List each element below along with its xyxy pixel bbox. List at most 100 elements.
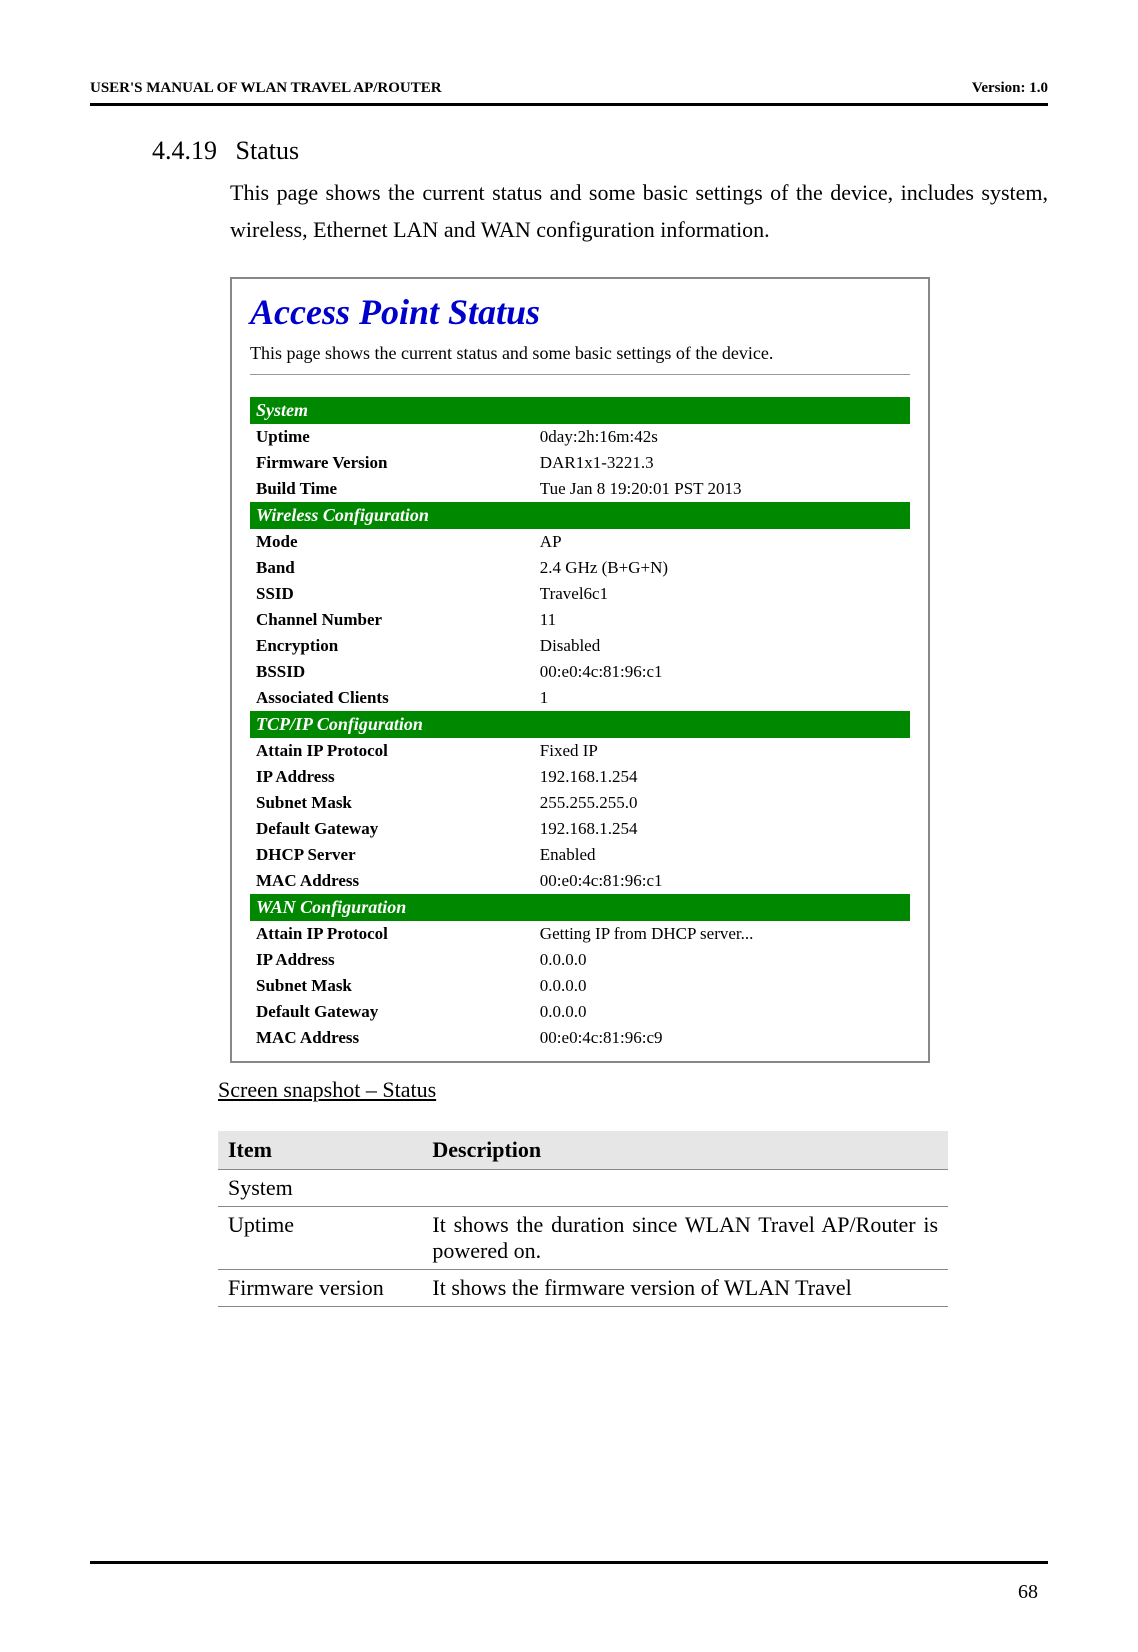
status-value: 00:e0:4c:81:96:c1 — [534, 868, 910, 894]
status-value: Fixed IP — [534, 738, 910, 764]
desc-header-desc: Description — [422, 1131, 948, 1170]
status-label: Build Time — [250, 476, 534, 502]
status-value: DAR1x1-3221.3 — [534, 450, 910, 476]
status-section-header-cell: WAN Configuration — [250, 894, 910, 921]
status-section-header: Wireless Configuration — [250, 502, 910, 529]
screenshot-caption: Screen snapshot – Status — [218, 1077, 1048, 1103]
status-value: 00:e0:4c:81:96:c1 — [534, 659, 910, 685]
status-value: 192.168.1.254 — [534, 764, 910, 790]
status-label: Subnet Mask — [250, 790, 534, 816]
page-header: USER'S MANUAL OF WLAN TRAVEL AP/ROUTER V… — [90, 80, 1048, 97]
status-value: 0.0.0.0 — [534, 973, 910, 999]
status-label: Default Gateway — [250, 816, 534, 842]
desc-text — [422, 1169, 948, 1206]
desc-text: It shows the duration since WLAN Travel … — [422, 1206, 948, 1269]
desc-header-item: Item — [218, 1131, 422, 1170]
status-label: Band — [250, 555, 534, 581]
status-row: Attain IP ProtocolGetting IP from DHCP s… — [250, 921, 910, 947]
status-row: IP Address192.168.1.254 — [250, 764, 910, 790]
status-value: 0.0.0.0 — [534, 947, 910, 973]
status-row: Default Gateway192.168.1.254 — [250, 816, 910, 842]
status-row: Subnet Mask255.255.255.0 — [250, 790, 910, 816]
status-value: Getting IP from DHCP server... — [534, 921, 910, 947]
page-number: 68 — [1018, 1581, 1038, 1604]
status-value: 11 — [534, 607, 910, 633]
section-title: Status — [236, 136, 300, 165]
screenshot-desc: This page shows the current status and s… — [250, 343, 910, 364]
screenshot-title: Access Point Status — [250, 291, 910, 333]
status-value: Enabled — [534, 842, 910, 868]
status-row: Band2.4 GHz (B+G+N) — [250, 555, 910, 581]
status-label: Channel Number — [250, 607, 534, 633]
status-label: IP Address — [250, 764, 534, 790]
status-value: AP — [534, 529, 910, 555]
status-row: Associated Clients1 — [250, 685, 910, 711]
status-value: 192.168.1.254 — [534, 816, 910, 842]
status-row: Attain IP ProtocolFixed IP — [250, 738, 910, 764]
status-value: Travel6c1 — [534, 581, 910, 607]
status-row: DHCP ServerEnabled — [250, 842, 910, 868]
status-label: MAC Address — [250, 868, 534, 894]
status-section-header: WAN Configuration — [250, 894, 910, 921]
status-row: Default Gateway0.0.0.0 — [250, 999, 910, 1025]
status-value: 0.0.0.0 — [534, 999, 910, 1025]
desc-row: UptimeIt shows the duration since WLAN T… — [218, 1206, 948, 1269]
status-label: Mode — [250, 529, 534, 555]
header-right: Version: 1.0 — [972, 80, 1048, 97]
screenshot-hr — [250, 374, 910, 375]
header-rule — [90, 103, 1048, 106]
status-value: 1 — [534, 685, 910, 711]
status-value: 0day:2h:16m:42s — [534, 424, 910, 450]
status-row: MAC Address00:e0:4c:81:96:c9 — [250, 1025, 910, 1051]
status-row: Firmware VersionDAR1x1-3221.3 — [250, 450, 910, 476]
status-label: Associated Clients — [250, 685, 534, 711]
status-label: Subnet Mask — [250, 973, 534, 999]
status-row: Channel Number11 — [250, 607, 910, 633]
status-row: MAC Address00:e0:4c:81:96:c1 — [250, 868, 910, 894]
status-row: Subnet Mask0.0.0.0 — [250, 973, 910, 999]
section-heading: 4.4.19 Status — [152, 136, 1048, 166]
status-section-header-cell: TCP/IP Configuration — [250, 711, 910, 738]
status-table: SystemUptime0day:2h:16m:42sFirmware Vers… — [250, 397, 910, 1051]
status-value: Tue Jan 8 19:20:01 PST 2013 — [534, 476, 910, 502]
status-label: SSID — [250, 581, 534, 607]
status-label: IP Address — [250, 947, 534, 973]
status-label: DHCP Server — [250, 842, 534, 868]
status-row: SSIDTravel6c1 — [250, 581, 910, 607]
status-label: Firmware Version — [250, 450, 534, 476]
section-number: 4.4.19 — [152, 136, 217, 166]
status-section-header-cell: Wireless Configuration — [250, 502, 910, 529]
status-section-header-cell: System — [250, 397, 910, 424]
status-row: IP Address0.0.0.0 — [250, 947, 910, 973]
footer-rule — [90, 1561, 1048, 1564]
desc-item: Uptime — [218, 1206, 422, 1269]
status-value: 00:e0:4c:81:96:c9 — [534, 1025, 910, 1051]
status-row: ModeAP — [250, 529, 910, 555]
header-left: USER'S MANUAL OF WLAN TRAVEL AP/ROUTER — [90, 80, 442, 97]
status-label: Attain IP Protocol — [250, 738, 534, 764]
status-value: 255.255.255.0 — [534, 790, 910, 816]
status-label: Attain IP Protocol — [250, 921, 534, 947]
status-label: MAC Address — [250, 1025, 534, 1051]
description-table: Item Description SystemUptimeIt shows th… — [218, 1131, 948, 1307]
status-label: Encryption — [250, 633, 534, 659]
desc-text: It shows the firmware version of WLAN Tr… — [422, 1269, 948, 1306]
status-label: BSSID — [250, 659, 534, 685]
status-row: Uptime0day:2h:16m:42s — [250, 424, 910, 450]
desc-row: System — [218, 1169, 948, 1206]
desc-header-row: Item Description — [218, 1131, 948, 1170]
status-value: 2.4 GHz (B+G+N) — [534, 555, 910, 581]
desc-row: Firmware versionIt shows the firmware ve… — [218, 1269, 948, 1306]
status-section-header: TCP/IP Configuration — [250, 711, 910, 738]
status-label: Default Gateway — [250, 999, 534, 1025]
embedded-screenshot: Access Point Status This page shows the … — [230, 277, 930, 1063]
status-value: Disabled — [534, 633, 910, 659]
desc-item: Firmware version — [218, 1269, 422, 1306]
document-page: USER'S MANUAL OF WLAN TRAVEL AP/ROUTER V… — [0, 0, 1138, 1652]
status-label: Uptime — [250, 424, 534, 450]
status-row: BSSID00:e0:4c:81:96:c1 — [250, 659, 910, 685]
section-body: This page shows the current status and s… — [230, 174, 1048, 249]
status-section-header: System — [250, 397, 910, 424]
status-row: Build TimeTue Jan 8 19:20:01 PST 2013 — [250, 476, 910, 502]
desc-item: System — [218, 1169, 422, 1206]
